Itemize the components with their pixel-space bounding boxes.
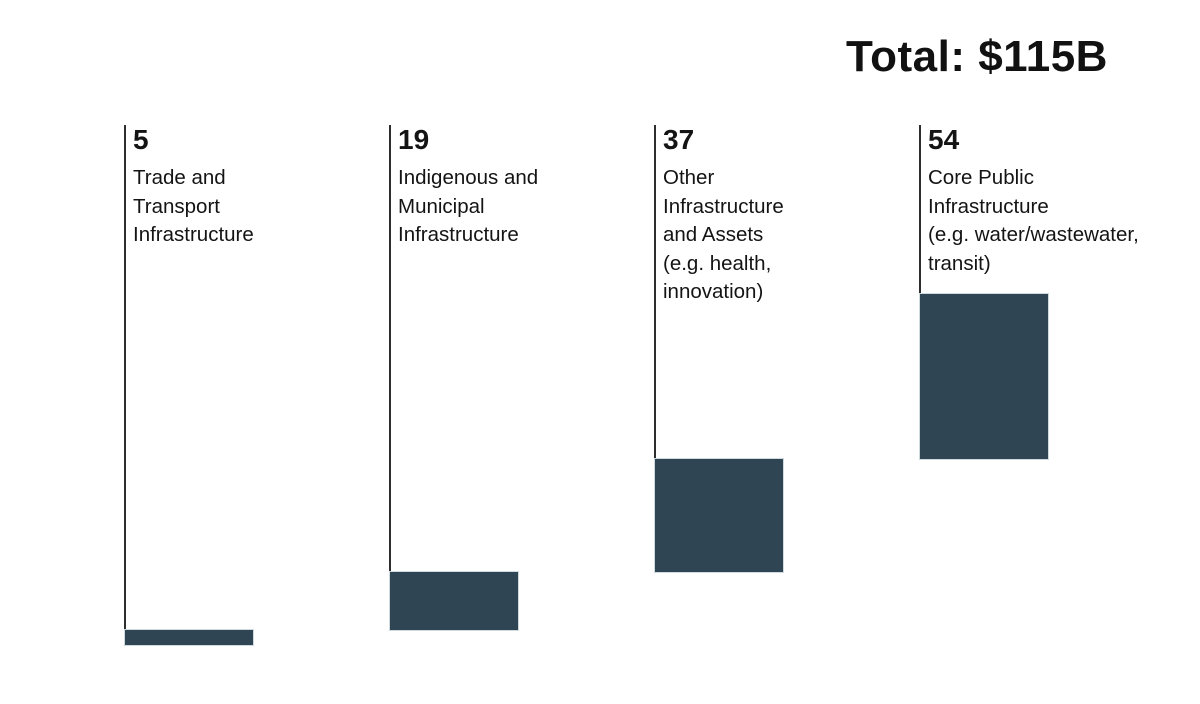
waterfall-column-other-assets: 37 Other Infrastructure and Assets (e.g.… xyxy=(654,124,919,646)
column-text: 5 Trade and Transport Infrastructure xyxy=(133,124,378,250)
column-value: 19 xyxy=(398,124,430,155)
bar-segment xyxy=(124,628,254,646)
column-text: 54 Core Public Infrastructure (e.g. wate… xyxy=(928,124,1173,278)
connector-line xyxy=(124,125,126,631)
column-value: 54 xyxy=(928,124,960,155)
column-text: 19 Indigenous and Municipal Infrastructu… xyxy=(398,124,643,250)
column-value: 37 xyxy=(663,124,695,155)
waterfall-column-trade-transport: 5 Trade and Transport Infrastructure xyxy=(124,124,389,646)
chart-title: Total: $115B xyxy=(846,32,1108,81)
connector-line xyxy=(389,125,391,573)
column-value: 5 xyxy=(133,124,149,155)
bar-segment xyxy=(654,457,784,573)
connector-line xyxy=(919,125,921,295)
bar-segment xyxy=(389,570,519,631)
column-label: Other Infrastructure and Assets (e.g. he… xyxy=(663,166,784,304)
waterfall-column-indigenous-municipal: 19 Indigenous and Municipal Infrastructu… xyxy=(389,124,654,646)
column-label: Trade and Transport Infrastructure xyxy=(133,166,254,247)
column-label: Core Public Infrastructure (e.g. water/w… xyxy=(928,166,1139,275)
waterfall-column-core-public: 54 Core Public Infrastructure (e.g. wate… xyxy=(919,124,1184,646)
column-text: 37 Other Infrastructure and Assets (e.g.… xyxy=(663,124,908,307)
connector-line xyxy=(654,125,656,460)
bar-segment xyxy=(919,293,1049,460)
column-label: Indigenous and Municipal Infrastructure xyxy=(398,166,539,247)
